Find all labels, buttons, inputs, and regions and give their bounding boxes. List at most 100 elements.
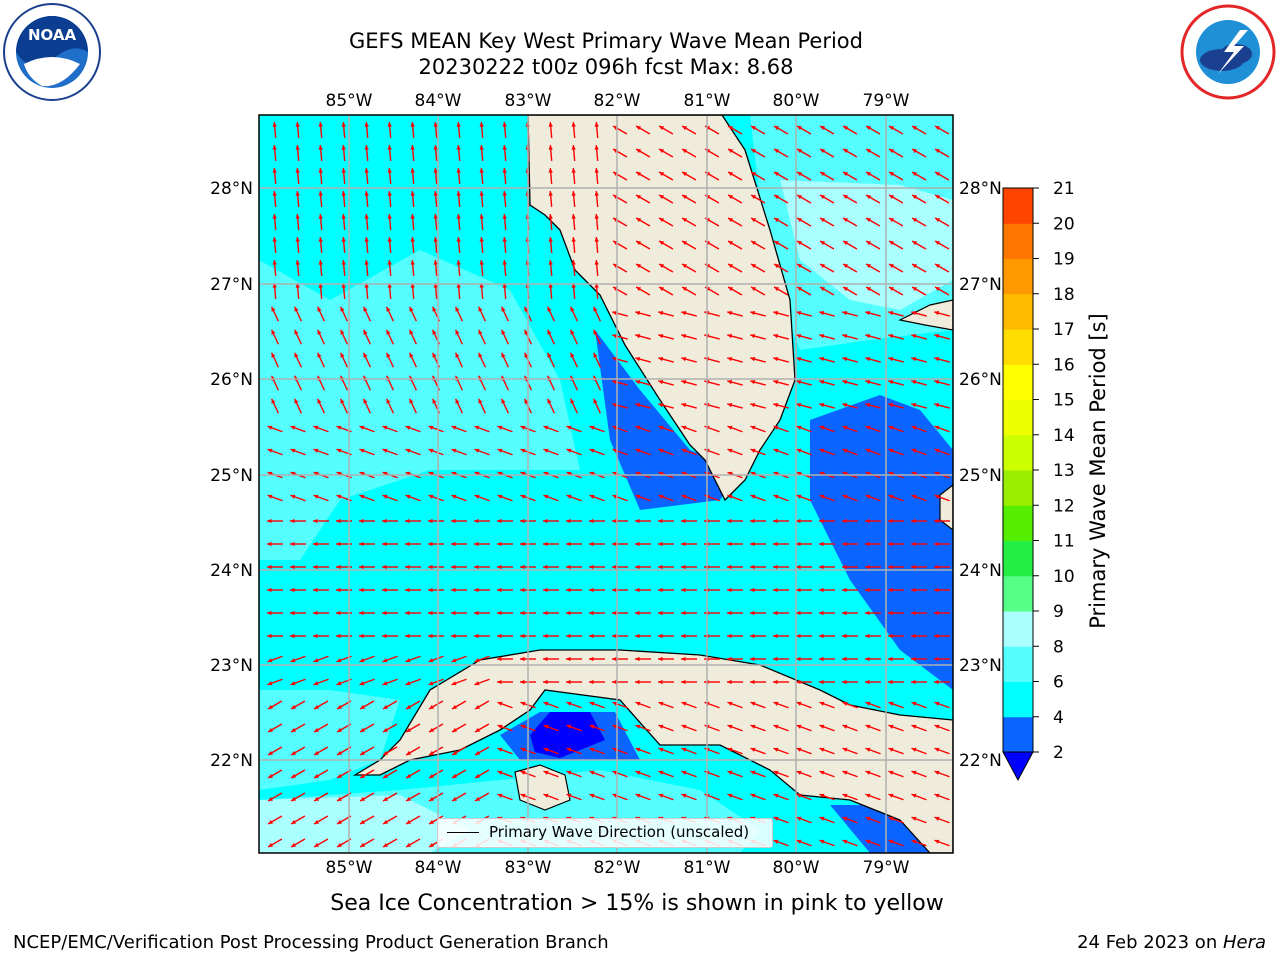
wave-arrow-head [520,587,525,593]
colorbar-segment [1003,364,1033,400]
wave-arrow-head [433,122,438,127]
wave-arrow-head [295,122,300,127]
wave-arrow-head [363,329,368,335]
colorbar-tick-label: 17 [1053,320,1075,340]
wave-arrow-head [318,145,323,150]
wave-arrow-head [406,819,412,824]
wave-arrow-head [843,172,849,177]
wave-arrow-head [336,633,341,639]
wave-arrow-head [364,260,369,265]
colorbar-tick-label: 16 [1053,355,1075,375]
wave-arrow-head [727,425,733,430]
wave-arrow-head [290,587,295,593]
wave-arrow-head [797,126,803,131]
wave-arrow-head [566,747,572,752]
wave-arrow-head [819,310,825,316]
wave-arrow-head [750,679,755,685]
wave-arrow-head [336,587,341,593]
wave-arrow-head [774,195,780,200]
wave-arrow-head [336,658,342,663]
wave-arrow-head [433,214,438,219]
wave-arrow-head [681,356,687,362]
wave-arrow-head [405,587,410,593]
wave-arrow-head [612,793,618,798]
wave-arrow-head [313,541,318,547]
wave-arrow-head [294,352,299,358]
colorbar-under-triangle [1002,751,1034,782]
colorbar-tick-label: 13 [1053,461,1075,481]
wave-arrow-head [290,448,296,453]
wave-arrow-head [842,724,848,729]
wave-arrow-head [773,724,779,729]
wave-arrow-head [456,122,461,127]
wave-arrow-head [359,541,364,547]
wave-arrow-head [382,425,388,430]
wave-arrow-head [796,518,801,524]
wave-arrow-head [889,126,895,131]
wave-arrow-head [750,448,756,453]
wave-arrow-head [658,770,664,775]
colorbar-segment [1003,681,1033,718]
wave-arrow-head [774,287,780,292]
wave-arrow-head [797,218,803,223]
wave-arrow-head [843,264,849,269]
wave-arrow-head [888,724,894,729]
wave-arrow-head [842,610,847,616]
wave-arrow-head [547,398,552,404]
lon-label-bottom: 82°W [594,858,641,878]
wave-arrow-head [681,587,686,593]
wave-arrow-head [267,541,272,547]
footer-date: 24 Feb 2023 on Hera [1077,932,1266,953]
wave-arrow-head [888,587,893,593]
wave-arrow-head [566,564,571,570]
wave-arrow-head [364,145,369,150]
wave-arrow-head [387,260,392,265]
wave-arrow-head [428,448,434,453]
wave-arrow-head [456,283,461,288]
wave-arrow-head [406,842,412,847]
wave-arrow-head [295,168,300,173]
wave-arrow-head [842,448,848,453]
wave-arrow-head [566,679,571,685]
wave-arrow-head [364,283,369,288]
wave-arrow-head [405,610,410,616]
wave-arrow-head [406,750,412,755]
wave-arrow-head [889,195,895,200]
wave-arrow-head [773,610,778,616]
wave-arrow-head [681,494,687,499]
wave-arrow-head [290,564,295,570]
wave-arrow-head [314,727,320,732]
wave-arrow-head [594,191,599,196]
wave-arrow-head [727,310,733,316]
wave-arrow-head [681,679,686,685]
wave-arrow-head [475,773,481,778]
wave-arrow-head [750,564,755,570]
wave-arrow-head [934,770,940,775]
wave-arrow-head [682,149,688,154]
wave-arrow-head [386,306,391,312]
wave-arrow-head [479,145,484,150]
wave-arrow-head [451,681,457,686]
wave-arrow-head [433,283,438,288]
wave-arrow-head [681,747,687,752]
wave-arrow-head [589,679,594,685]
colorbar-tick-label: 14 [1053,426,1075,446]
wave-arrow-head [474,518,479,524]
wave-arrow-head [589,656,594,662]
wave-arrow-head [272,145,277,150]
wave-arrow-head [520,793,526,798]
wave-arrow-head [727,747,733,752]
wave-arrow-head [820,287,826,292]
wave-arrow-head [774,149,780,154]
wave-arrow-head [589,633,594,639]
wave-arrow-head [336,681,342,686]
wave-arrow-head [479,260,484,265]
wave-arrow-head [819,724,825,729]
wave-arrow-head [317,306,322,312]
wave-arrow-head [681,333,687,339]
wave-arrow-head [336,518,341,524]
colorbar-tick-label: 20 [1053,214,1075,234]
wave-arrow-head [612,587,617,593]
wave-arrow-head [612,448,618,453]
wave-arrow-head [341,237,346,242]
